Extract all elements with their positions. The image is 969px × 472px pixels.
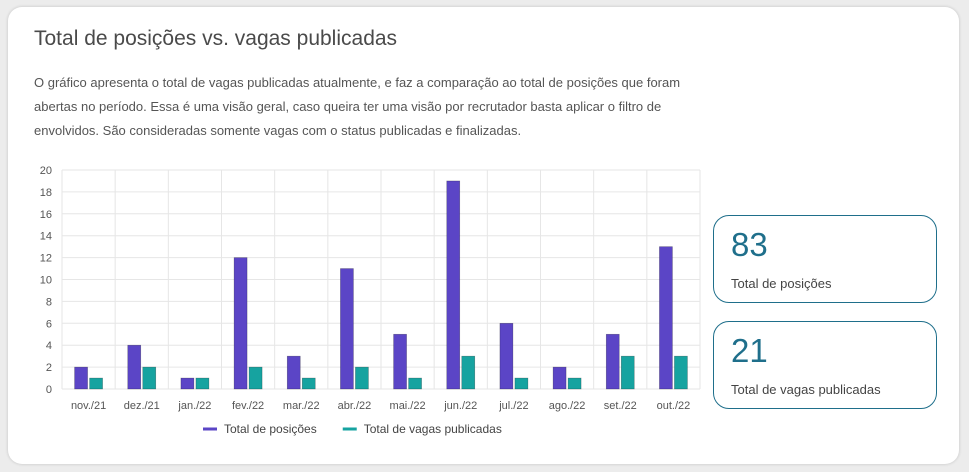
bar-posicoes-11[interactable] xyxy=(659,246,673,390)
y-tick-label: 12 xyxy=(40,253,52,265)
bar-posicoes-10[interactable] xyxy=(605,333,620,390)
y-tick-label: 4 xyxy=(46,340,52,352)
y-tick-label: 20 xyxy=(40,165,52,177)
x-tick-label: nov./21 xyxy=(71,400,106,412)
bar-posicoes-5[interactable] xyxy=(340,268,354,390)
y-tick-label: 0 xyxy=(46,384,52,396)
x-tick-label: set./22 xyxy=(604,400,637,412)
x-tick-label: mai./22 xyxy=(390,400,426,412)
x-tick-label: fev./22 xyxy=(232,400,264,412)
bar-vagas-9[interactable] xyxy=(567,377,582,390)
kpi-value: 83 xyxy=(731,226,768,263)
bar-posicoes-0[interactable] xyxy=(74,366,88,390)
kpi-label: Total de vagas publicadas xyxy=(731,382,881,397)
bar-vagas-8[interactable] xyxy=(514,377,529,390)
bar-chart: 0 2 4 6 8 10 12 14 16 18 20 nov./21 dez./21 jan./22 f… xyxy=(40,165,701,436)
chart-grid xyxy=(61,169,701,390)
bar-vagas-10[interactable] xyxy=(620,355,635,390)
bar-vagas-4[interactable] xyxy=(301,377,316,390)
x-tick-label: ago./22 xyxy=(549,400,586,412)
bar-posicoes-7[interactable] xyxy=(446,180,461,390)
x-tick-label: out./22 xyxy=(657,400,691,412)
kpi-value: 21 xyxy=(731,332,768,369)
bar-posicoes-8[interactable] xyxy=(499,322,514,390)
kpi-total-vagas-publicadas: 21 Total de vagas publicadas xyxy=(713,321,937,409)
y-tick-label: 18 xyxy=(40,187,52,199)
y-tick-label: 10 xyxy=(40,275,52,287)
bar-posicoes-9[interactable] xyxy=(552,366,567,390)
chart-card: Total de posições vs. vagas publicadas O… xyxy=(8,7,959,464)
bar-posicoes-6[interactable] xyxy=(393,333,407,390)
bar-vagas-7[interactable] xyxy=(461,355,476,390)
legend-label[interactable]: Total de vagas publicadas xyxy=(364,422,502,436)
bar-vagas-2[interactable] xyxy=(195,377,210,390)
y-tick-label: 8 xyxy=(46,296,52,308)
chart-bars xyxy=(74,180,688,390)
y-tick-label: 16 xyxy=(40,209,52,221)
card-title: Total de posições vs. vagas publicadas xyxy=(34,27,398,50)
bar-posicoes-2[interactable] xyxy=(180,377,195,390)
x-tick-label: jan./22 xyxy=(177,400,211,412)
card-description: O gráfico apresenta o total de vagas pub… xyxy=(34,75,681,138)
chart-legend: Total de posições Total de vagas publicad… xyxy=(203,422,502,436)
bar-posicoes-3[interactable] xyxy=(233,257,248,390)
y-axis: 0 2 4 6 8 10 12 14 16 18 20 xyxy=(40,165,52,396)
bar-vagas-5[interactable] xyxy=(355,366,369,390)
bar-vagas-1[interactable] xyxy=(142,366,157,390)
y-tick-label: 2 xyxy=(46,362,52,374)
bar-vagas-11[interactable] xyxy=(674,355,688,390)
x-tick-label: mar./22 xyxy=(283,400,320,412)
y-tick-label: 6 xyxy=(46,318,52,330)
legend-label[interactable]: Total de posições xyxy=(224,422,317,436)
bar-posicoes-1[interactable] xyxy=(127,344,142,390)
kpi-total-posicoes: 83 Total de posições xyxy=(713,215,937,303)
x-tick-label: jul./22 xyxy=(498,400,528,412)
x-tick-label: dez./21 xyxy=(124,400,160,412)
bar-posicoes-4[interactable] xyxy=(286,355,301,390)
x-tick-label: abr./22 xyxy=(338,400,372,412)
x-axis: nov./21 dez./21 jan./22 fev./22 mar./22 abr./… xyxy=(71,400,690,412)
bar-vagas-3[interactable] xyxy=(248,366,263,390)
x-tick-label: jun./22 xyxy=(443,400,477,412)
kpi-label: Total de posições xyxy=(731,276,832,291)
bar-vagas-0[interactable] xyxy=(89,377,103,390)
y-tick-label: 14 xyxy=(40,231,52,243)
bar-vagas-6[interactable] xyxy=(408,377,422,390)
